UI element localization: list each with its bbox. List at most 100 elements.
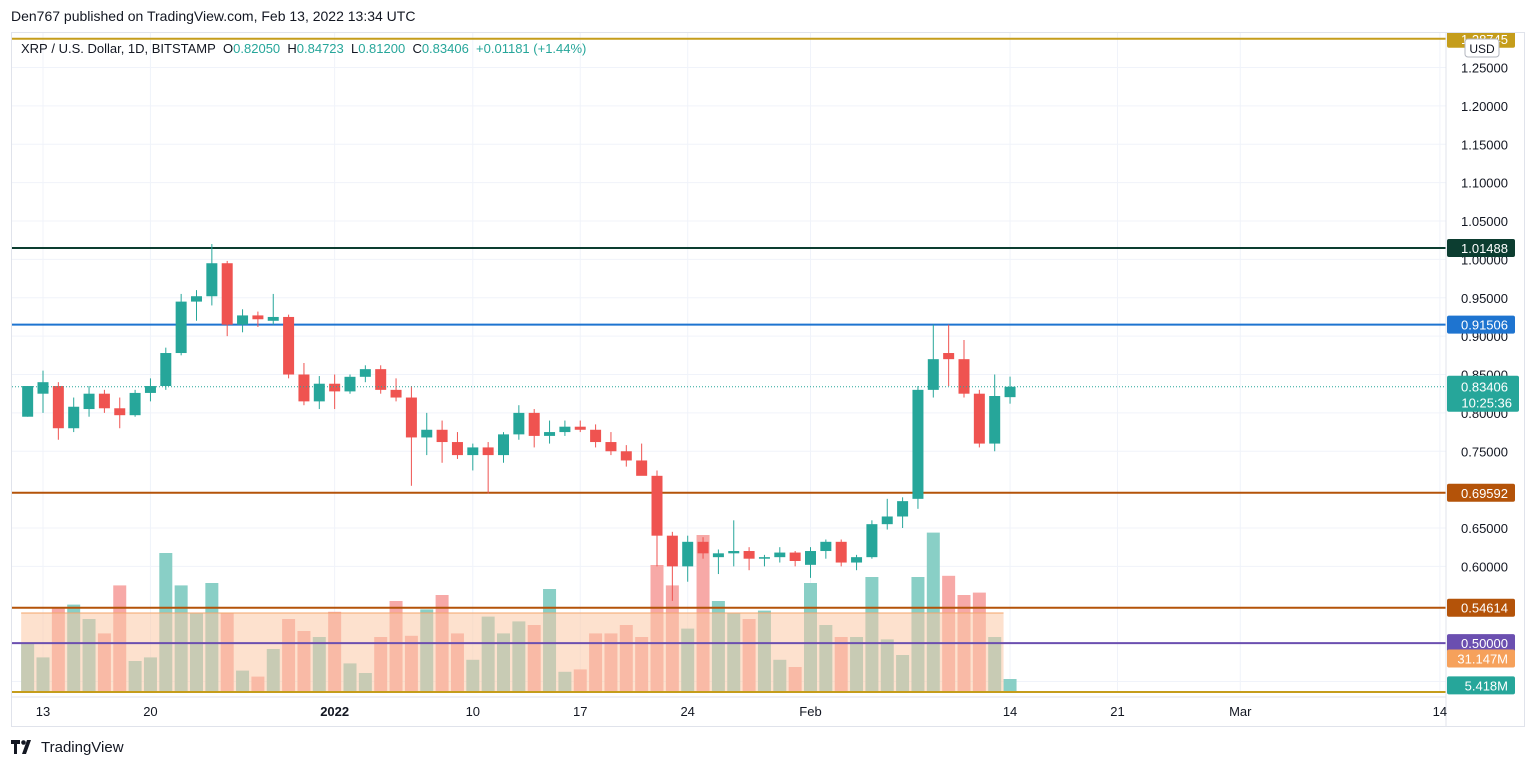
time-tick-label: 10 — [466, 704, 480, 719]
time-tick-label: 14 — [1003, 704, 1017, 719]
candle-body — [866, 524, 878, 558]
price-tick-label: 1.20000 — [1461, 99, 1508, 114]
candle-body — [482, 447, 494, 456]
candle-body — [114, 408, 126, 416]
price-chart[interactable]: 1.250001.200001.150001.100001.050001.000… — [12, 29, 1524, 726]
candle-body — [405, 397, 417, 438]
candle-body — [697, 541, 709, 554]
candle-body — [528, 412, 540, 436]
candle-body — [513, 412, 525, 435]
legend-text: XRP / U.S. Dollar, 1D, BITSTAMP O0.82050… — [21, 41, 586, 56]
candle-body — [605, 442, 617, 452]
footer-logo[interactable]: TradingView — [11, 737, 124, 757]
level-label: 0.91506 — [1461, 318, 1508, 333]
last-price-label: 0.83406 — [1461, 380, 1508, 395]
candles — [22, 244, 1016, 601]
legend-part: 0.82050 — [233, 41, 287, 56]
legend-part: XRP / U.S. Dollar, 1D, BITSTAMP — [21, 41, 223, 56]
candle-body — [590, 429, 602, 443]
candle-body — [359, 369, 371, 377]
candle-body — [620, 451, 632, 461]
legend: XRP / U.S. Dollar, 1D, BITSTAMP O0.82050… — [21, 41, 586, 56]
candle-body — [344, 376, 356, 392]
candle-body — [851, 557, 863, 563]
currency-badge-bg — [1464, 38, 1500, 58]
legend-part: L — [351, 41, 358, 56]
candle-body — [973, 393, 985, 444]
candle-body — [83, 393, 95, 410]
candle-body — [237, 315, 249, 325]
legend-part: 0.83406 — [422, 41, 476, 56]
candle-body — [436, 429, 448, 443]
candle-body — [375, 369, 387, 390]
legend-part: 0.81200 — [358, 41, 412, 56]
legend-part: +0.01181 (+1.44%) — [476, 41, 586, 56]
candle-body — [451, 442, 463, 456]
candle-body — [712, 553, 724, 558]
time-axis: 13 20 2022 10 17 24 Feb 14 21 Mar 14 — [12, 696, 1447, 719]
candle-body — [958, 359, 970, 394]
publish-caption: Den767 published on TradingView.com, Feb… — [11, 8, 416, 24]
candle-body — [682, 541, 694, 567]
candle-body — [298, 374, 310, 402]
time-tick-label: 24 — [680, 704, 694, 719]
volume-label: 5.418M — [1465, 678, 1508, 693]
price-tick-label: 0.75000 — [1461, 444, 1508, 459]
time-tick-label: Feb — [799, 704, 821, 719]
candle-body — [835, 541, 847, 563]
candle-body — [98, 393, 110, 409]
volume-ma-area — [21, 612, 1004, 691]
candle-body — [1004, 386, 1016, 398]
candle-body — [267, 316, 279, 321]
legend-part: C — [412, 41, 421, 56]
last-price-label-bg — [1447, 375, 1519, 412]
candle-body — [666, 535, 678, 567]
volume-label-bg — [1447, 649, 1515, 668]
candle-body — [912, 389, 924, 499]
candle-body — [728, 551, 740, 554]
volume-label: 31.147M — [1457, 651, 1508, 666]
footer-brand: TradingView — [41, 738, 124, 756]
candle-body — [37, 382, 49, 394]
level-label-bg — [1447, 634, 1515, 653]
candle-body — [651, 475, 663, 536]
price-tick-label: 1.25000 — [1461, 61, 1508, 76]
candle-body — [467, 447, 479, 456]
candle-body — [129, 392, 141, 416]
candle-body — [943, 353, 955, 360]
candle-body — [758, 557, 770, 559]
candle-body — [927, 359, 939, 390]
countdown-label: 10:25:36 — [1461, 396, 1512, 411]
candle-body — [789, 552, 801, 561]
candle-body — [52, 386, 64, 429]
time-tick-label: Mar — [1229, 704, 1252, 719]
candle-body — [283, 316, 295, 375]
level-label-bg — [1447, 315, 1515, 334]
level-label: 0.50000 — [1461, 636, 1508, 651]
candle-body — [498, 434, 509, 456]
candle-body — [206, 263, 218, 297]
candle-body — [820, 541, 832, 552]
candle-body — [313, 383, 325, 402]
candle-body — [390, 389, 402, 398]
tradingview-logo-icon — [11, 740, 31, 754]
volume-bar — [1003, 679, 1017, 691]
time-tick-label: 14 — [1433, 704, 1447, 719]
candle-body — [774, 552, 786, 558]
price-tick-label: 1.05000 — [1461, 214, 1508, 229]
candle-body — [897, 501, 909, 517]
price-tick-label: 0.95000 — [1461, 291, 1508, 306]
candle-body — [68, 406, 80, 429]
price-tick-label: 1.10000 — [1461, 176, 1508, 191]
candle-body — [805, 551, 816, 565]
legend-part: H — [287, 41, 296, 56]
legend-part: O — [223, 41, 233, 56]
price-tick-label: 0.65000 — [1461, 521, 1508, 536]
chart-grid — [12, 33, 1446, 693]
legend-part: 0.84723 — [297, 41, 351, 56]
candle-body — [574, 426, 586, 430]
candle-body — [22, 386, 34, 417]
chart-container[interactable]: 1.25000 1.20000 1.15000 1.10000 1.05000 1.000… — [11, 29, 1525, 727]
candle-body — [175, 301, 187, 354]
candle-body — [989, 396, 1001, 444]
